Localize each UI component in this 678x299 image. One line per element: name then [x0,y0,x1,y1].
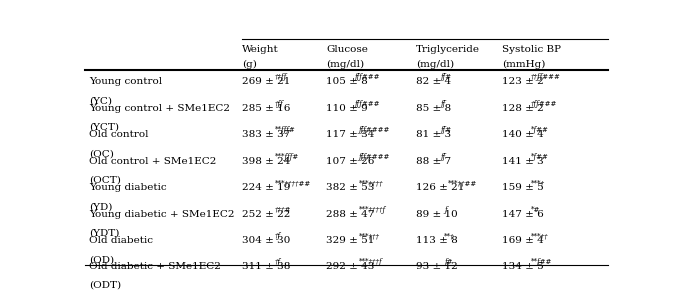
Text: 128 ± 2: 128 ± 2 [502,104,544,113]
Text: (g): (g) [243,60,257,69]
Text: 89 ± 10: 89 ± 10 [416,210,458,219]
Text: Glucose: Glucose [327,45,368,54]
Text: ƒ: ƒ [444,205,447,213]
Text: 169 ± 4: 169 ± 4 [502,236,544,245]
Text: ***ƒƒƒ#: ***ƒƒƒ# [275,152,299,161]
Text: ƒ#: ƒ# [444,258,452,266]
Text: 110 ± 9: 110 ± 9 [327,104,368,113]
Text: Old diabetic + SMe1EC2: Old diabetic + SMe1EC2 [89,262,221,271]
Text: ƒƒ: ƒƒ [440,100,445,108]
Text: (YC): (YC) [89,96,112,105]
Text: ***††††: ***†††† [359,179,383,187]
Text: †ƒƒ: †ƒƒ [275,100,283,108]
Text: ƒƒƒ###: ƒƒƒ### [355,73,380,81]
Text: Systolic BP: Systolic BP [502,45,561,54]
Text: Young control + SMe1EC2: Young control + SMe1EC2 [89,104,230,113]
Text: Old diabetic: Old diabetic [89,236,153,245]
Text: 141 ± 3: 141 ± 3 [502,157,544,166]
Text: Triglyceride: Triglyceride [416,45,480,54]
Text: **ƒ##: **ƒ## [531,258,552,266]
Text: ƒƒ#: ƒƒ# [440,73,451,81]
Text: ††ƒƒ: ††ƒƒ [275,73,287,81]
Text: ƒƒ: ƒƒ [440,152,445,161]
Text: (YCT): (YCT) [89,123,119,132]
Text: *#: *# [531,205,540,213]
Text: 382 ± 53: 382 ± 53 [327,183,375,192]
Text: 288 ± 47: 288 ± 47 [327,210,375,219]
Text: 285 ± 16: 285 ± 16 [243,104,291,113]
Text: (mg/dl): (mg/dl) [416,60,454,69]
Text: †††#: †††# [275,205,291,213]
Text: 93 ± 12: 93 ± 12 [416,262,458,271]
Text: ***††##: ***††## [448,179,477,187]
Text: 81 ± 3: 81 ± 3 [416,130,451,139]
Text: Young diabetic + SMe1EC2: Young diabetic + SMe1EC2 [89,210,235,219]
Text: 82 ± 4: 82 ± 4 [416,77,451,86]
Text: ƒƒƒ####: ƒƒƒ#### [359,152,390,161]
Text: 159 ± 5: 159 ± 5 [502,183,544,192]
Text: (ODT): (ODT) [89,281,121,290]
Text: 304 ± 30: 304 ± 30 [243,236,291,245]
Text: (YDT): (YDT) [89,228,119,238]
Text: 383 ± 37: 383 ± 37 [243,130,291,139]
Text: *ƒ##: *ƒ## [531,126,549,134]
Text: ***†††: ***††† [359,232,380,240]
Text: Young diabetic: Young diabetic [89,183,167,192]
Text: †ƒƒ###: †ƒƒ### [531,100,557,108]
Text: ***†††ƒ: ***†††ƒ [359,258,382,266]
Text: *ƒ##: *ƒ## [531,152,549,161]
Text: (OD): (OD) [89,255,114,264]
Text: 292 ± 43: 292 ± 43 [327,262,375,271]
Text: 126 ± 21: 126 ± 21 [416,183,464,192]
Text: ***††: ***†† [531,232,549,240]
Text: Old control: Old control [89,130,148,139]
Text: 134 ± 5: 134 ± 5 [502,262,544,271]
Text: 123 ± 2: 123 ± 2 [502,77,544,86]
Text: **ƒƒƒ#: **ƒƒƒ# [275,126,296,134]
Text: 147 ± 6: 147 ± 6 [502,210,544,219]
Text: ***†: ***† [531,179,544,187]
Text: 269 ± 21: 269 ± 21 [243,77,291,86]
Text: 88 ± 7: 88 ± 7 [416,157,451,166]
Text: 107 ± 26: 107 ± 26 [327,157,375,166]
Text: ƒƒƒ####: ƒƒƒ#### [359,126,390,134]
Text: (mmHg): (mmHg) [502,60,546,69]
Text: Young control: Young control [89,77,162,86]
Text: ƒƒƒ###: ƒƒƒ### [355,100,380,108]
Text: **†: **† [444,232,454,240]
Text: 252 ± 22: 252 ± 22 [243,210,291,219]
Text: 140 ± 4: 140 ± 4 [502,130,544,139]
Text: (mg/dl): (mg/dl) [327,60,365,69]
Text: 113 ± 8: 113 ± 8 [416,236,458,245]
Text: 398 ± 24: 398 ± 24 [243,157,291,166]
Text: Old control + SMe1EC2: Old control + SMe1EC2 [89,157,216,166]
Text: ***††††##: ***††††## [275,179,311,187]
Text: 329 ± 51: 329 ± 51 [327,236,375,245]
Text: (OCT): (OCT) [89,176,121,184]
Text: (YD): (YD) [89,202,113,211]
Text: 105 ± 8: 105 ± 8 [327,77,368,86]
Text: ††ƒƒ###: ††ƒƒ### [531,73,561,81]
Text: (OC): (OC) [89,149,114,158]
Text: 85 ± 8: 85 ± 8 [416,104,451,113]
Text: ***††††ƒ: ***††††ƒ [359,205,386,213]
Text: †ƒ: †ƒ [275,232,281,240]
Text: †ƒ: †ƒ [275,258,281,266]
Text: 311 ± 38: 311 ± 38 [243,262,291,271]
Text: 224 ± 19: 224 ± 19 [243,183,291,192]
Text: ƒƒ#: ƒƒ# [440,126,451,134]
Text: Weight: Weight [243,45,279,54]
Text: 117 ± 34: 117 ± 34 [327,130,375,139]
